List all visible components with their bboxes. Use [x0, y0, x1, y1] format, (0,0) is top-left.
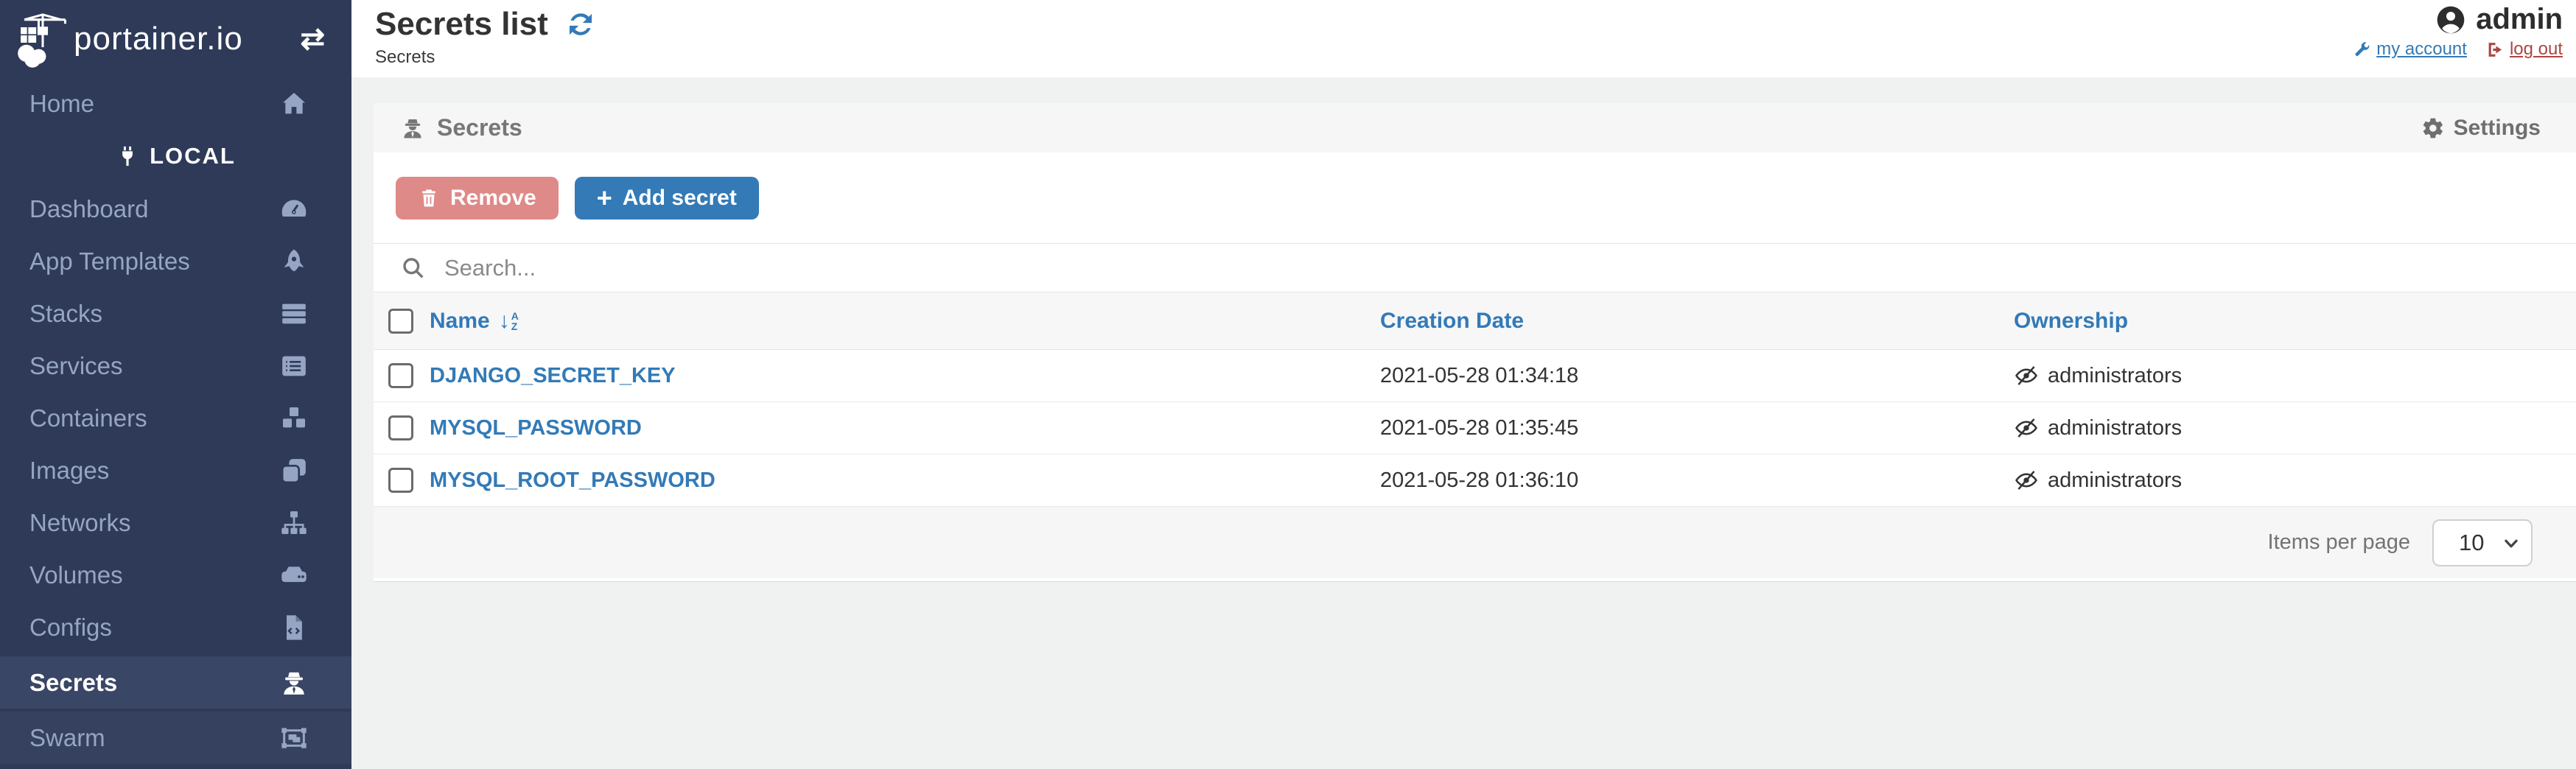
- sidebar-item-swarm[interactable]: Swarm: [0, 712, 351, 764]
- table-row: DJANGO_SECRET_KEY 2021-05-28 01:34:18 ad…: [374, 350, 2576, 402]
- table-footer: Items per page 10: [374, 507, 2576, 578]
- search-input[interactable]: [444, 254, 2549, 281]
- ownership-cell: administrators: [2014, 468, 2576, 493]
- stacks-icon: [282, 303, 306, 323]
- rocket-icon: [284, 249, 304, 271]
- wrench-icon: [2355, 41, 2370, 56]
- sidebar-item-networks[interactable]: Networks: [0, 496, 351, 549]
- sidebar-item-app-templates[interactable]: App Templates: [0, 235, 351, 287]
- configs-icon: [287, 614, 302, 640]
- row-checkbox[interactable]: [388, 415, 413, 440]
- sidebar-item-dashboard[interactable]: Dashboard: [0, 183, 351, 235]
- row-checkbox[interactable]: [388, 468, 413, 493]
- sign-out-icon: [2488, 42, 2502, 57]
- trash-icon: [422, 189, 435, 206]
- creation-date: 2021-05-28 01:35:45: [1380, 415, 1579, 440]
- secret-name-link[interactable]: DJANGO_SECRET_KEY: [430, 363, 676, 387]
- sidebar-item-volumes[interactable]: Volumes: [0, 549, 351, 601]
- plug-icon: [122, 146, 133, 166]
- sidebar-item-services[interactable]: Services: [0, 340, 351, 392]
- home-icon: [283, 92, 305, 113]
- secret-name-link[interactable]: MYSQL_ROOT_PASSWORD: [430, 468, 715, 492]
- swarm-icon: [281, 727, 307, 748]
- sidebar-item-stacks[interactable]: Stacks: [0, 287, 351, 340]
- sidebar-collapse-arrows-icon[interactable]: ⇄: [300, 22, 325, 55]
- my-account-link[interactable]: my account: [2353, 39, 2467, 60]
- sidebar-item-home[interactable]: Home: [0, 77, 351, 130]
- endpoint-label: LOCAL: [150, 143, 236, 169]
- title-block: Secrets list Secrets: [375, 6, 597, 68]
- eye-slash-icon: [2015, 366, 2037, 385]
- table-settings-button[interactable]: Settings: [2421, 116, 2541, 141]
- page-title: Secrets list: [375, 6, 548, 42]
- creation-date: 2021-05-28 01:36:10: [1380, 468, 1579, 492]
- add-secret-button[interactable]: + Add secret: [574, 176, 759, 220]
- remove-button[interactable]: Remove: [396, 176, 559, 220]
- logo-text: portainer.io: [74, 20, 243, 57]
- row-checkbox[interactable]: [388, 363, 413, 388]
- items-per-page-select[interactable]: 10: [2432, 519, 2533, 566]
- breadcrumb: Secrets: [375, 47, 435, 67]
- creation-date: 2021-05-28 01:34:18: [1380, 363, 1579, 387]
- user-circle-icon: [2437, 6, 2465, 33]
- sidebar-item-images[interactable]: Images: [0, 444, 351, 496]
- networks-icon: [281, 510, 307, 534]
- user-secret-icon: [284, 672, 304, 695]
- gear-icon: [2423, 118, 2443, 138]
- items-per-page-label: Items per page: [2267, 530, 2410, 554]
- sidebar-item-containers[interactable]: Containers: [0, 392, 351, 444]
- portainer-logo-icon: [18, 13, 66, 68]
- containers-icon: [283, 407, 305, 427]
- panel-header: Secrets Settings: [374, 103, 2576, 152]
- select-all-checkbox[interactable]: [388, 308, 413, 334]
- images-icon: [281, 458, 306, 483]
- top-bar: Secrets list Secrets admin my account: [351, 0, 2576, 77]
- column-header-ownership[interactable]: Ownership: [2014, 308, 2129, 333]
- sidebar-item-configs[interactable]: Configs: [0, 601, 351, 653]
- user-block: admin my account log out: [2353, 3, 2563, 60]
- refresh-icon[interactable]: [564, 8, 597, 41]
- user-secret-icon: [404, 119, 421, 138]
- endpoint-header: LOCAL: [0, 130, 351, 183]
- panel-title: Secrets: [437, 114, 522, 141]
- search-icon: [403, 257, 424, 278]
- log-out-link[interactable]: log out: [2486, 39, 2563, 60]
- services-icon: [282, 356, 306, 376]
- dashboard-icon: [281, 200, 307, 217]
- volumes-icon: [281, 566, 307, 582]
- username: admin: [2476, 3, 2563, 35]
- eye-slash-icon: [2015, 471, 2037, 490]
- column-header-creation-date[interactable]: Creation Date: [1380, 308, 1525, 333]
- logo-row: portainer.io ⇄: [0, 0, 351, 77]
- items-per-page-select-wrap: 10: [2432, 519, 2533, 566]
- ownership-cell: administrators: [2014, 363, 2576, 388]
- search-bar: [374, 243, 2576, 292]
- table-row: MYSQL_PASSWORD 2021-05-28 01:35:45 admin…: [374, 402, 2576, 454]
- sidebar: portainer.io ⇄ Home LOCAL Dashboard App …: [0, 0, 351, 769]
- secrets-panel: Secrets Settings Remove + Add secret: [374, 103, 2576, 582]
- ownership-cell: administrators: [2014, 415, 2576, 440]
- table-row: MYSQL_ROOT_PASSWORD 2021-05-28 01:36:10 …: [374, 454, 2576, 507]
- secret-name-link[interactable]: MYSQL_PASSWORD: [430, 415, 642, 440]
- sidebar-item-secrets[interactable]: Secrets: [0, 656, 351, 709]
- eye-slash-icon: [2015, 418, 2037, 438]
- toolbar: Remove + Add secret: [374, 152, 2576, 243]
- sidebar-item-label: Home: [29, 89, 95, 117]
